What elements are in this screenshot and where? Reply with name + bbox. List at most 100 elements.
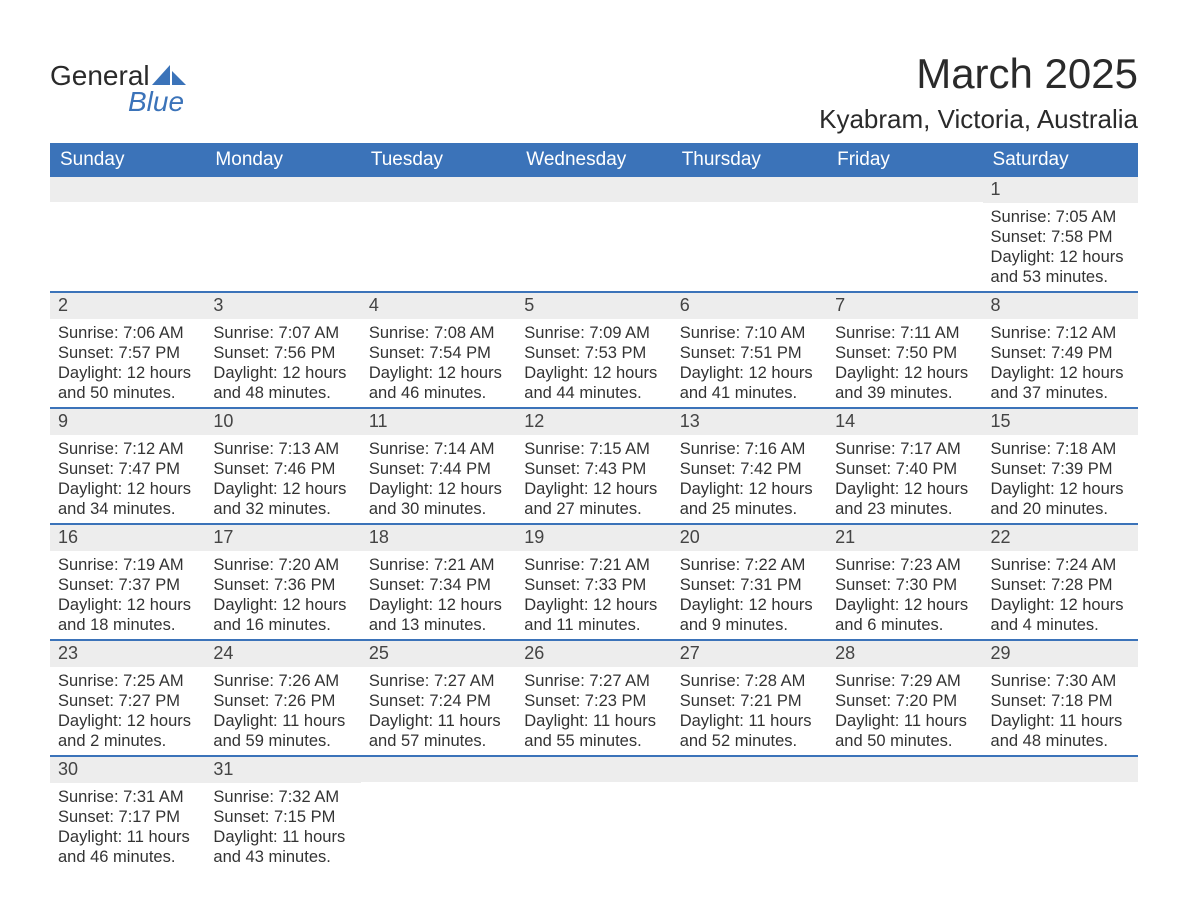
sunset-text: Sunset: 7:34 PM [369, 575, 508, 595]
sunset-text: Sunset: 7:27 PM [58, 691, 197, 711]
day-number: 30 [50, 757, 205, 783]
daylight-text: Daylight: 12 hours and 37 minutes. [991, 363, 1130, 403]
sunrise-text: Sunrise: 7:21 AM [524, 555, 663, 575]
weekday-header: Wednesday [516, 143, 671, 177]
daylight-text: Daylight: 12 hours and 13 minutes. [369, 595, 508, 635]
daylight-text: Daylight: 12 hours and 44 minutes. [524, 363, 663, 403]
day-number: 9 [50, 409, 205, 435]
sunset-text: Sunset: 7:40 PM [835, 459, 974, 479]
day-cell: 7Sunrise: 7:11 AMSunset: 7:50 PMDaylight… [827, 293, 982, 407]
day-body: Sunrise: 7:20 AMSunset: 7:36 PMDaylight:… [205, 551, 360, 640]
day-cell [983, 757, 1138, 871]
daylight-text: Daylight: 12 hours and 46 minutes. [369, 363, 508, 403]
day-body: Sunrise: 7:22 AMSunset: 7:31 PMDaylight:… [672, 551, 827, 640]
day-body: Sunrise: 7:12 AMSunset: 7:49 PMDaylight:… [983, 319, 1138, 408]
empty-day-bar [361, 177, 516, 202]
day-cell: 17Sunrise: 7:20 AMSunset: 7:36 PMDayligh… [205, 525, 360, 639]
weekday-header: Sunday [50, 143, 205, 177]
weekday-header: Monday [205, 143, 360, 177]
empty-day-bar [672, 177, 827, 202]
daylight-text: Daylight: 12 hours and 16 minutes. [213, 595, 352, 635]
sunrise-text: Sunrise: 7:09 AM [524, 323, 663, 343]
day-body: Sunrise: 7:19 AMSunset: 7:37 PMDaylight:… [50, 551, 205, 640]
sunrise-text: Sunrise: 7:17 AM [835, 439, 974, 459]
location-subtitle: Kyabram, Victoria, Australia [819, 104, 1138, 135]
day-cell [827, 757, 982, 871]
day-cell: 28Sunrise: 7:29 AMSunset: 7:20 PMDayligh… [827, 641, 982, 755]
week-row: 1Sunrise: 7:05 AMSunset: 7:58 PMDaylight… [50, 177, 1138, 291]
sunrise-text: Sunrise: 7:15 AM [524, 439, 663, 459]
sunrise-text: Sunrise: 7:25 AM [58, 671, 197, 691]
empty-day-bar [827, 177, 982, 202]
weekday-header: Saturday [983, 143, 1138, 177]
sunset-text: Sunset: 7:47 PM [58, 459, 197, 479]
day-cell [516, 757, 671, 871]
daylight-text: Daylight: 11 hours and 52 minutes. [680, 711, 819, 751]
day-number: 14 [827, 409, 982, 435]
day-body: Sunrise: 7:18 AMSunset: 7:39 PMDaylight:… [983, 435, 1138, 524]
calendar-table: SundayMondayTuesdayWednesdayThursdayFrid… [50, 143, 1138, 872]
day-cell: 4Sunrise: 7:08 AMSunset: 7:54 PMDaylight… [361, 293, 516, 407]
day-body: Sunrise: 7:16 AMSunset: 7:42 PMDaylight:… [672, 435, 827, 524]
empty-day-bar [983, 757, 1138, 782]
daylight-text: Daylight: 12 hours and 25 minutes. [680, 479, 819, 519]
daylight-text: Daylight: 11 hours and 46 minutes. [58, 827, 197, 867]
day-cell: 13Sunrise: 7:16 AMSunset: 7:42 PMDayligh… [672, 409, 827, 523]
sunset-text: Sunset: 7:26 PM [213, 691, 352, 711]
sunset-text: Sunset: 7:57 PM [58, 343, 197, 363]
logo-sail-icon [152, 63, 186, 85]
day-number: 12 [516, 409, 671, 435]
day-cell: 5Sunrise: 7:09 AMSunset: 7:53 PMDaylight… [516, 293, 671, 407]
day-cell: 16Sunrise: 7:19 AMSunset: 7:37 PMDayligh… [50, 525, 205, 639]
day-number: 23 [50, 641, 205, 667]
daylight-text: Daylight: 12 hours and 50 minutes. [58, 363, 197, 403]
daylight-text: Daylight: 11 hours and 57 minutes. [369, 711, 508, 751]
sunset-text: Sunset: 7:15 PM [213, 807, 352, 827]
sunrise-text: Sunrise: 7:31 AM [58, 787, 197, 807]
daylight-text: Daylight: 12 hours and 53 minutes. [991, 247, 1130, 287]
day-body: Sunrise: 7:30 AMSunset: 7:18 PMDaylight:… [983, 667, 1138, 756]
week-row: 23Sunrise: 7:25 AMSunset: 7:27 PMDayligh… [50, 639, 1138, 755]
day-cell: 6Sunrise: 7:10 AMSunset: 7:51 PMDaylight… [672, 293, 827, 407]
daylight-text: Daylight: 12 hours and 27 minutes. [524, 479, 663, 519]
day-cell: 18Sunrise: 7:21 AMSunset: 7:34 PMDayligh… [361, 525, 516, 639]
sunrise-text: Sunrise: 7:16 AM [680, 439, 819, 459]
sunrise-text: Sunrise: 7:28 AM [680, 671, 819, 691]
day-number: 13 [672, 409, 827, 435]
empty-day-bar [827, 757, 982, 782]
sunset-text: Sunset: 7:39 PM [991, 459, 1130, 479]
day-body: Sunrise: 7:25 AMSunset: 7:27 PMDaylight:… [50, 667, 205, 756]
daylight-text: Daylight: 12 hours and 11 minutes. [524, 595, 663, 635]
logo-word-blue: Blue [128, 86, 186, 118]
sunrise-text: Sunrise: 7:19 AM [58, 555, 197, 575]
sunrise-text: Sunrise: 7:10 AM [680, 323, 819, 343]
day-number: 22 [983, 525, 1138, 551]
sunset-text: Sunset: 7:56 PM [213, 343, 352, 363]
sunrise-text: Sunrise: 7:12 AM [58, 439, 197, 459]
daylight-text: Daylight: 11 hours and 43 minutes. [213, 827, 352, 867]
sunset-text: Sunset: 7:44 PM [369, 459, 508, 479]
sunrise-text: Sunrise: 7:13 AM [213, 439, 352, 459]
daylight-text: Daylight: 12 hours and 9 minutes. [680, 595, 819, 635]
day-cell: 14 Sunrise: 7:17 AMSunset: 7:40 PMDayligh… [827, 409, 982, 523]
sunrise-text: Sunrise: 7:26 AM [213, 671, 352, 691]
sunset-text: Sunset: 7:18 PM [991, 691, 1130, 711]
day-cell: 15Sunrise: 7:18 AMSunset: 7:39 PMDayligh… [983, 409, 1138, 523]
day-cell [361, 757, 516, 871]
day-cell [672, 757, 827, 871]
day-number: 6 [672, 293, 827, 319]
sunset-text: Sunset: 7:20 PM [835, 691, 974, 711]
day-number: 16 [50, 525, 205, 551]
daylight-text: Daylight: 12 hours and 23 minutes. [835, 479, 974, 519]
sunset-text: Sunset: 7:46 PM [213, 459, 352, 479]
weekday-header: Tuesday [361, 143, 516, 177]
day-body: Sunrise: 7:15 AMSunset: 7:43 PMDaylight:… [516, 435, 671, 524]
empty-day-bar [361, 757, 516, 782]
sunset-text: Sunset: 7:23 PM [524, 691, 663, 711]
day-body: Sunrise: 7:10 AMSunset: 7:51 PMDaylight:… [672, 319, 827, 408]
sunrise-text: Sunrise: 7:08 AM [369, 323, 508, 343]
daylight-text: Daylight: 12 hours and 6 minutes. [835, 595, 974, 635]
sunrise-text: Sunrise: 7:22 AM [680, 555, 819, 575]
day-cell [516, 177, 671, 291]
day-body: Sunrise: 7:27 AMSunset: 7:23 PMDaylight:… [516, 667, 671, 756]
